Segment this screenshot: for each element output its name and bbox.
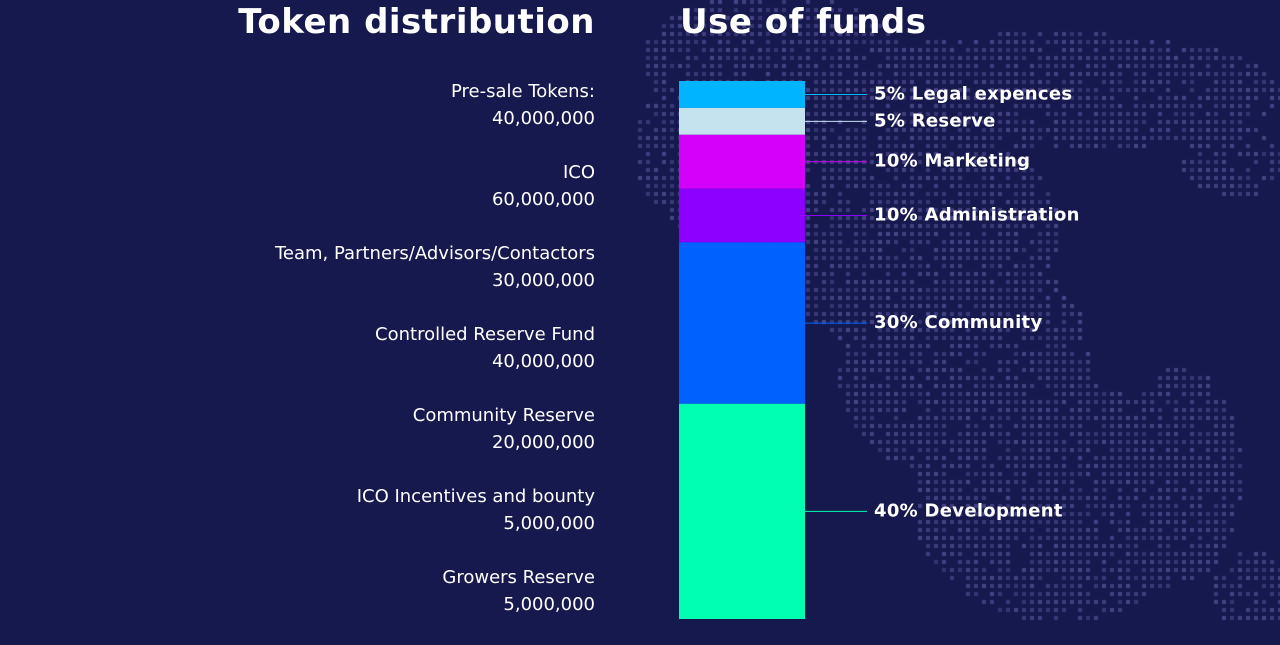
bar-segment (679, 403, 805, 619)
bar-segment (679, 81, 805, 108)
segment-label: 10% Administration (874, 205, 1080, 226)
segment-label: 5% Legal expences (874, 83, 1072, 104)
segment-label: 30% Community (874, 312, 1042, 333)
distribution-value: 30,000,000 (491, 270, 595, 291)
distribution-label: Growers Reserve (442, 567, 595, 588)
distribution-label: Pre-sale Tokens: (451, 81, 595, 102)
distribution-item: Controlled Reserve Fund 40,000,000 (275, 321, 595, 402)
distribution-label: ICO (562, 162, 595, 183)
distribution-item: Growers Reserve 5,000,000 (275, 564, 595, 645)
bar-segment (679, 107, 805, 135)
distribution-label: ICO Incentives and bounty (356, 486, 595, 507)
distribution-value: 40,000,000 (491, 108, 595, 129)
distribution-item: Community Reserve 20,000,000 (275, 402, 595, 483)
segment-label: 5% Reserve (874, 110, 996, 131)
distribution-label: Team, Partners/Advisors/Contactors (274, 243, 595, 264)
token-distribution-list: Pre-sale Tokens: 40,000,000 ICO 60,000,0… (275, 78, 595, 645)
distribution-value: 60,000,000 (491, 189, 595, 210)
bar-segment (679, 188, 805, 243)
segment-label: 10% Marketing (874, 151, 1030, 172)
use-of-funds-title: Use of funds (680, 2, 927, 42)
distribution-item: Pre-sale Tokens: 40,000,000 (275, 78, 595, 159)
distribution-item: Team, Partners/Advisors/Contactors 30,00… (275, 240, 595, 321)
segment-label: 40% Development (874, 500, 1063, 521)
distribution-value: 5,000,000 (503, 513, 595, 534)
distribution-item: ICO Incentives and bounty 5,000,000 (275, 483, 595, 564)
distribution-label: Controlled Reserve Fund (375, 324, 595, 345)
distribution-value: 5,000,000 (503, 594, 595, 615)
bar-segment (679, 134, 805, 189)
use-of-funds-chart: 5% Legal expences 5% Reserve 10% Marketing… (679, 81, 1080, 619)
distribution-value: 20,000,000 (491, 432, 595, 453)
distribution-item: ICO 60,000,000 (275, 159, 595, 240)
distribution-label: Community Reserve (412, 405, 595, 426)
token-distribution-title: Token distribution (238, 2, 595, 42)
distribution-value: 40,000,000 (491, 351, 595, 372)
bar-segment (679, 242, 805, 404)
world-map-dots (0, 0, 1280, 624)
